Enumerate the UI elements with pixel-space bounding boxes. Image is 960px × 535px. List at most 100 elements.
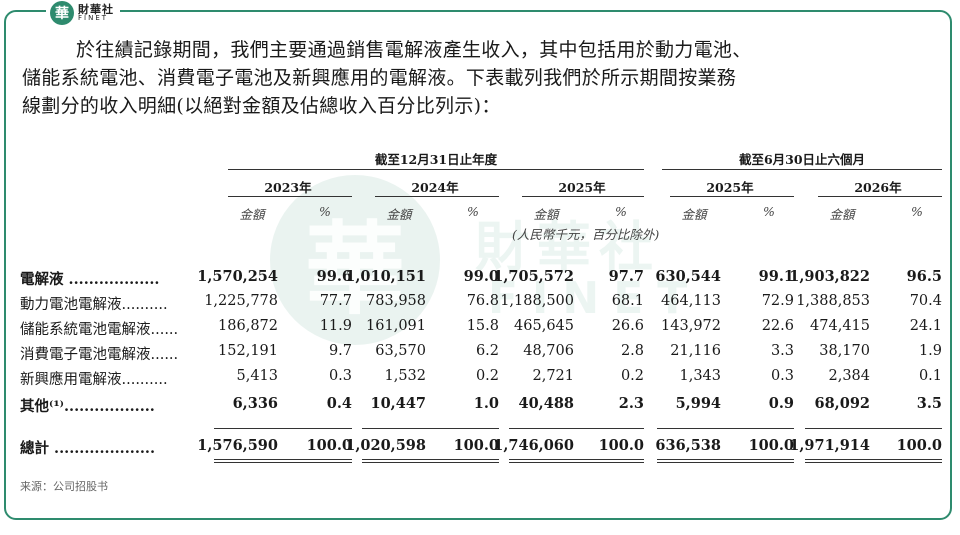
- percent-cell: 1.0: [473, 395, 499, 412]
- amount-cell: 630,544: [655, 268, 721, 285]
- amount-cell: 1,576,590: [197, 437, 278, 454]
- amount-cell: 38,170: [819, 343, 870, 359]
- percent-cell: 0.1: [918, 368, 942, 384]
- period-header: 2026年: [854, 180, 902, 195]
- pct-header: %: [467, 204, 479, 219]
- amount-header: 金額: [239, 207, 265, 222]
- amount-cell: 161,091: [366, 318, 426, 334]
- percent-cell: 99.6: [316, 268, 352, 285]
- percent-cell: 6.2: [475, 343, 499, 359]
- amount-header: 金額: [829, 207, 855, 222]
- pct-header: %: [319, 204, 331, 219]
- amount-cell: 1,343: [679, 368, 721, 384]
- percent-cell: 100.0: [306, 437, 352, 454]
- period-header: 2025年: [706, 180, 754, 195]
- period-rule: [818, 196, 942, 197]
- amount-cell: 2,384: [828, 368, 870, 384]
- amount-cell: 1,570,254: [197, 268, 278, 285]
- subtotal-rule: [657, 428, 794, 429]
- row-label: 新興應用電解液..........: [20, 372, 168, 388]
- row-label: 其他⁽¹⁾..................: [20, 398, 155, 415]
- percent-cell: 0.2: [620, 368, 644, 384]
- amount-header: 金額: [386, 207, 412, 222]
- amount-cell: 68,092: [814, 395, 871, 412]
- percent-cell: 15.8: [466, 318, 499, 334]
- total-double-rule: [509, 459, 644, 463]
- intro-paragraph: 於往績記錄期間，我們主要通過銷售電解液產生收入，其中包括用於動力電池、 儲能系統…: [22, 36, 942, 120]
- group-rule-interim: [662, 169, 942, 170]
- pct-header: %: [911, 204, 923, 219]
- paragraph-line: 儲能系統電池、消費電子電池及新興應用的電解液。下表載列我們於所示期間按業務: [22, 67, 737, 89]
- amount-cell: 474,415: [810, 318, 870, 334]
- group-header-annual: 截至12月31日止年度: [374, 152, 498, 167]
- pct-header: %: [615, 204, 627, 219]
- amount-cell: 5,413: [236, 368, 278, 384]
- percent-cell: 2.3: [618, 395, 644, 412]
- row-label: 動力電池電解液..........: [20, 297, 168, 313]
- amount-cell: 1,020,598: [345, 437, 426, 454]
- total-double-rule: [657, 459, 794, 463]
- amount-cell: 464,113: [661, 293, 721, 309]
- amount-cell: 48,706: [523, 343, 574, 359]
- percent-cell: 77.7: [319, 293, 352, 309]
- row-label: 總計 ....................: [20, 440, 156, 457]
- amount-header: 金額: [533, 207, 559, 222]
- amount-cell: 6,336: [232, 395, 278, 412]
- percent-cell: 3.3: [770, 343, 794, 359]
- percent-cell: 68.1: [611, 293, 644, 309]
- amount-cell: 1,188,500: [500, 293, 574, 309]
- percent-cell: 0.2: [475, 368, 499, 384]
- amount-cell: 1,388,853: [796, 293, 870, 309]
- amount-cell: 1,705,572: [493, 268, 574, 285]
- subtotal-rule: [805, 428, 942, 429]
- percent-cell: 100.0: [453, 437, 499, 454]
- percent-cell: 0.3: [328, 368, 352, 384]
- amount-cell: 1,746,060: [493, 437, 574, 454]
- finet-logo-icon: 華: [50, 1, 74, 25]
- percent-cell: 72.9: [761, 293, 794, 309]
- percent-cell: 70.4: [909, 293, 942, 309]
- percent-cell: 97.7: [608, 268, 644, 285]
- total-double-rule: [362, 459, 499, 463]
- amount-cell: 1,532: [384, 368, 426, 384]
- percent-cell: 2.8: [620, 343, 644, 359]
- amount-cell: 63,570: [375, 343, 426, 359]
- group-header-interim: 截至6月30日止六個月: [738, 152, 866, 167]
- unit-note: (人民幣千元，百分比除外): [512, 227, 660, 242]
- percent-cell: 26.6: [611, 318, 644, 334]
- period-rule: [522, 196, 644, 197]
- period-header: 2025年: [558, 180, 606, 195]
- row-label: 儲能系統電池電解液......: [20, 322, 179, 338]
- amount-header: 金額: [681, 207, 707, 222]
- total-double-rule: [214, 459, 352, 463]
- paragraph-line: 線劃分的收入明細(以絕對金額及佔總收入百分比列示)：: [22, 95, 501, 117]
- source-note: 来源：公司招股书: [20, 480, 108, 493]
- percent-cell: 0.9: [768, 395, 794, 412]
- percent-cell: 9.7: [328, 343, 352, 359]
- amount-cell: 143,972: [661, 318, 721, 334]
- amount-cell: 1,971,914: [789, 437, 870, 454]
- percent-cell: 100.0: [748, 437, 794, 454]
- amount-cell: 186,872: [218, 318, 278, 334]
- period-rule: [228, 196, 352, 197]
- row-label: 消費電子電池電解液......: [20, 347, 179, 363]
- subtotal-rule: [214, 428, 352, 429]
- amount-cell: 152,191: [218, 343, 278, 359]
- finet-logo: 華 財華社 FINET: [46, 0, 120, 26]
- amount-cell: 1,225,778: [204, 293, 278, 309]
- paragraph-line: 於往績記錄期間，我們主要通過銷售電解液產生收入，其中包括用於動力電池、: [76, 39, 752, 61]
- period-rule: [670, 196, 794, 197]
- amount-cell: 40,488: [518, 395, 575, 412]
- amount-cell: 783,958: [366, 293, 426, 309]
- subtotal-rule: [509, 428, 644, 429]
- pct-header: %: [763, 204, 775, 219]
- percent-cell: 11.9: [319, 318, 352, 334]
- row-label: 電解液 ..................: [20, 271, 160, 288]
- content-frame: [4, 10, 952, 520]
- logo-name-cn: 財華社: [78, 3, 114, 16]
- logo-name-en: FINET: [78, 14, 109, 22]
- percent-cell: 24.1: [909, 318, 942, 334]
- amount-cell: 21,116: [670, 343, 721, 359]
- amount-cell: 2,721: [532, 368, 574, 384]
- percent-cell: 100.0: [598, 437, 644, 454]
